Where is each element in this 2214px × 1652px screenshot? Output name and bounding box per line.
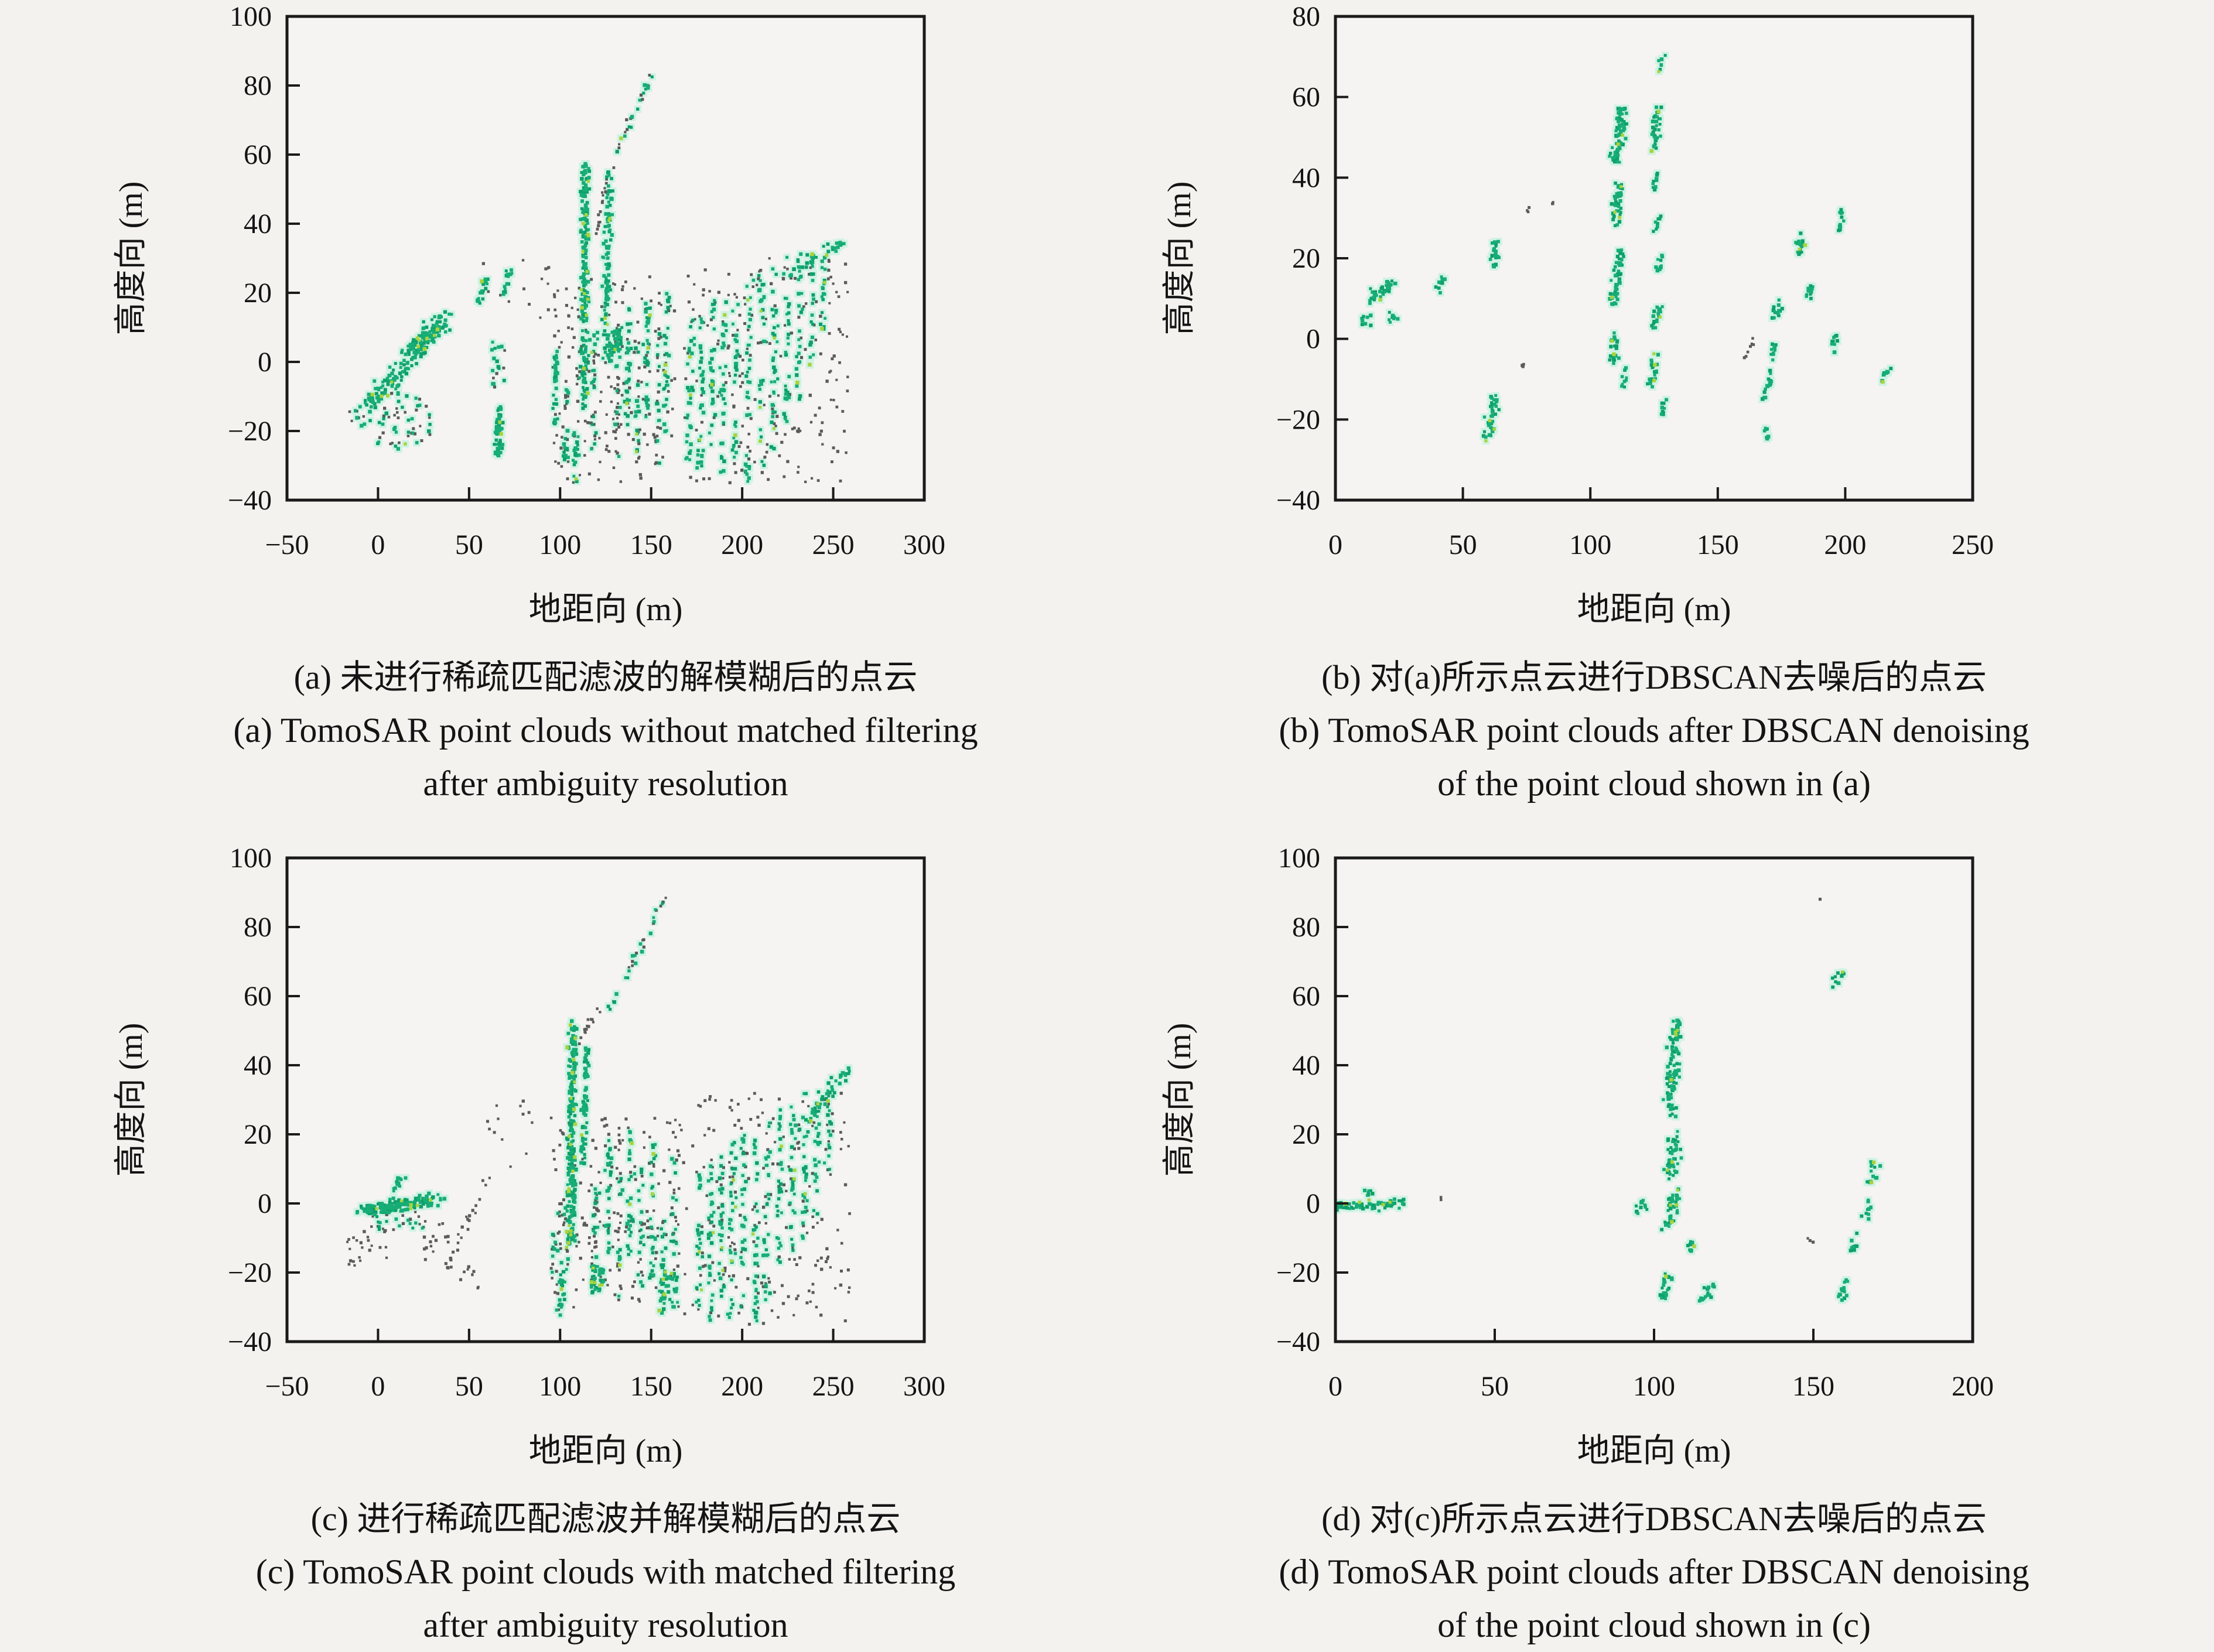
x-tick-label-c: 200 xyxy=(721,1371,763,1402)
scatter-panel-a: −50 0 50 100 150 200 250 300 −40 −20 0 20 40 60 80 100 地… xyxy=(105,0,984,706)
x-tick-label-a: 100 xyxy=(539,529,581,560)
scatter-panel-c: −50 0 50 100 150 200 250 300 −40 −20 0 20 40 60 80 100 地… xyxy=(105,842,984,1547)
y-tick-label-d: 0 xyxy=(1306,1188,1320,1219)
x-tick-label-b: 0 xyxy=(1328,529,1342,560)
y-tick-label-a: −20 xyxy=(228,416,272,447)
x-tick-label-a: 150 xyxy=(630,529,672,560)
scatter-plot-a: −50 0 50 100 150 200 250 300 −40 −20 0 20 40 60 80 100 地… xyxy=(113,1,945,628)
x-tick-label-b: 100 xyxy=(1569,529,1611,560)
x-tick-label-c: 100 xyxy=(539,1371,581,1402)
y-axis-label-d: 高度向 (m) xyxy=(1161,1023,1198,1177)
x-tick-label-b: 150 xyxy=(1697,529,1739,560)
x-tick-label-a: 250 xyxy=(812,529,855,560)
x-axis-label-a: 地距向 (m) xyxy=(529,591,683,628)
caption-d-zh: (d) 对(c)所示点云进行DBSCAN去噪后的点云 xyxy=(1321,1500,1987,1538)
scatter-plot-d: 0 50 100 150 200 −40 −20 0 20 40 60 80 100 地距向 (m) 高度向… xyxy=(1161,843,1994,1469)
y-tick-label-c: 80 xyxy=(244,912,272,943)
axes-box-a xyxy=(285,15,926,502)
y-tick-label-b: −40 xyxy=(1276,485,1320,516)
y-tick-label-b: 0 xyxy=(1306,324,1320,355)
caption-b-en2: of the point cloud shown in (a) xyxy=(1437,764,1871,803)
y-tick-label-a: 40 xyxy=(244,208,272,240)
x-tick-label-b: 200 xyxy=(1824,529,1866,560)
caption-b-en1: (b) TomoSAR point clouds after DBSCAN de… xyxy=(1279,711,2030,750)
point-halo-layer-b xyxy=(1358,52,1895,445)
x-tick-label-a: 50 xyxy=(455,529,483,560)
scatter-panel-b: 0 50 100 150 200 250 −40 −20 0 20 40 60 80 地距向 (m) 高度向… xyxy=(1154,0,2032,706)
x-axis-label-c: 地距向 (m) xyxy=(529,1433,683,1469)
y-axis-label-b: 高度向 (m) xyxy=(1161,182,1198,336)
x-tick-label-b: 50 xyxy=(1449,529,1477,560)
y-tick-label-b: 60 xyxy=(1292,82,1320,113)
plot-area-b xyxy=(1335,16,1973,500)
plot-area-d xyxy=(1335,858,1973,1342)
scatter-plot-c: −50 0 50 100 150 200 250 300 −40 −20 0 20 40 60 80 100 地… xyxy=(113,843,945,1469)
y-tick-label-a: 60 xyxy=(244,139,272,170)
y-tick-label-d: 60 xyxy=(1292,981,1320,1012)
caption-d: (d) 对(c)所示点云进行DBSCAN去噪后的点云 (d) TomoSAR p… xyxy=(1215,1492,2093,1652)
x-tick-label-d: 150 xyxy=(1792,1371,1834,1402)
y-tick-label-d: −40 xyxy=(1276,1326,1320,1357)
x-tick-label-a: −50 xyxy=(265,529,309,560)
x-tick-label-d: 50 xyxy=(1481,1371,1509,1402)
y-tick-label-d: −20 xyxy=(1276,1257,1320,1288)
y-tick-label-b: 20 xyxy=(1292,243,1320,274)
scatter-panel-d: 0 50 100 150 200 −40 −20 0 20 40 60 80 100 地距向 (m) 高度向… xyxy=(1154,842,2032,1547)
x-tick-label-c: 50 xyxy=(455,1371,483,1402)
x-tick-label-a: 200 xyxy=(721,529,763,560)
y-tick-label-c: −20 xyxy=(228,1257,272,1288)
y-tick-label-d: 100 xyxy=(1278,843,1320,874)
x-tick-label-d: 100 xyxy=(1633,1371,1675,1402)
x-tick-label-d: 200 xyxy=(1952,1371,1994,1402)
x-tick-label-c: 250 xyxy=(812,1371,855,1402)
caption-c: (c) 进行稀疏匹配滤波并解模糊后的点云 (c) TomoSAR point c… xyxy=(166,1492,1045,1652)
y-tick-label-c: 60 xyxy=(244,981,272,1012)
caption-c-en1: (c) TomoSAR point clouds with matched fi… xyxy=(255,1552,956,1591)
caption-d-en1: (d) TomoSAR point clouds after DBSCAN de… xyxy=(1279,1552,2030,1591)
y-axis-label-c: 高度向 (m) xyxy=(113,1023,149,1177)
y-tick-label-a: −40 xyxy=(228,485,272,516)
caption-d-en2: of the point cloud shown in (c) xyxy=(1437,1606,1871,1644)
caption-b: (b) 对(a)所示点云进行DBSCAN去噪后的点云 (b) TomoSAR p… xyxy=(1215,651,2093,810)
x-tick-label-d: 0 xyxy=(1328,1371,1342,1402)
y-tick-label-d: 20 xyxy=(1292,1119,1320,1150)
axes-box-c xyxy=(285,856,926,1343)
x-tick-label-c: 0 xyxy=(371,1371,385,1402)
y-tick-label-a: 100 xyxy=(230,1,272,32)
y-tick-label-a: 0 xyxy=(258,347,272,378)
y-tick-label-a: 20 xyxy=(244,278,272,309)
noise-points-layer-a xyxy=(348,74,849,484)
y-tick-label-d: 80 xyxy=(1292,912,1320,943)
point-halo-layer-a xyxy=(351,73,848,485)
caption-a-zh: (a) 未进行稀疏匹配滤波的解模糊后的点云 xyxy=(293,658,918,696)
caption-a-en2: after ambiguity resolution xyxy=(423,764,788,803)
y-tick-label-c: 100 xyxy=(230,843,272,874)
caption-b-zh: (b) 对(a)所示点云进行DBSCAN去噪后的点云 xyxy=(1321,658,1987,696)
x-axis-label-d: 地距向 (m) xyxy=(1577,1433,1731,1469)
y-tick-label-b: −20 xyxy=(1276,404,1320,435)
y-tick-label-c: 0 xyxy=(258,1188,272,1219)
caption-c-zh: (c) 进行稀疏匹配滤波并解模糊后的点云 xyxy=(310,1500,901,1538)
y-tick-label-d: 40 xyxy=(1292,1050,1320,1081)
y-tick-label-a: 80 xyxy=(244,70,272,101)
y-tick-label-b: 40 xyxy=(1292,162,1320,193)
x-tick-label-c: −50 xyxy=(265,1371,309,1402)
scatter-plot-b: 0 50 100 150 200 250 −40 −20 0 20 40 60 80 地距向 (m) 高度向… xyxy=(1161,1,1994,628)
caption-a-en1: (a) TomoSAR point clouds without matched… xyxy=(233,711,978,750)
y-tick-label-c: 40 xyxy=(244,1050,272,1081)
y-axis-label-a: 高度向 (m) xyxy=(113,182,149,336)
caption-c-en2: after ambiguity resolution xyxy=(423,1606,788,1644)
y-tick-label-b: 80 xyxy=(1292,1,1320,32)
y-tick-label-c: −40 xyxy=(228,1326,272,1357)
point-halo-layer-c xyxy=(353,899,853,1325)
y-tick-label-c: 20 xyxy=(244,1119,272,1150)
caption-a: (a) 未进行稀疏匹配滤波的解模糊后的点云 (a) TomoSAR point … xyxy=(166,651,1045,810)
x-tick-label-a: 0 xyxy=(371,529,385,560)
x-tick-label-c: 150 xyxy=(630,1371,672,1402)
x-tick-label-c: 300 xyxy=(903,1371,945,1402)
x-axis-label-b: 地距向 (m) xyxy=(1577,591,1731,628)
x-tick-label-b: 250 xyxy=(1952,529,1994,560)
x-tick-label-a: 300 xyxy=(903,529,945,560)
